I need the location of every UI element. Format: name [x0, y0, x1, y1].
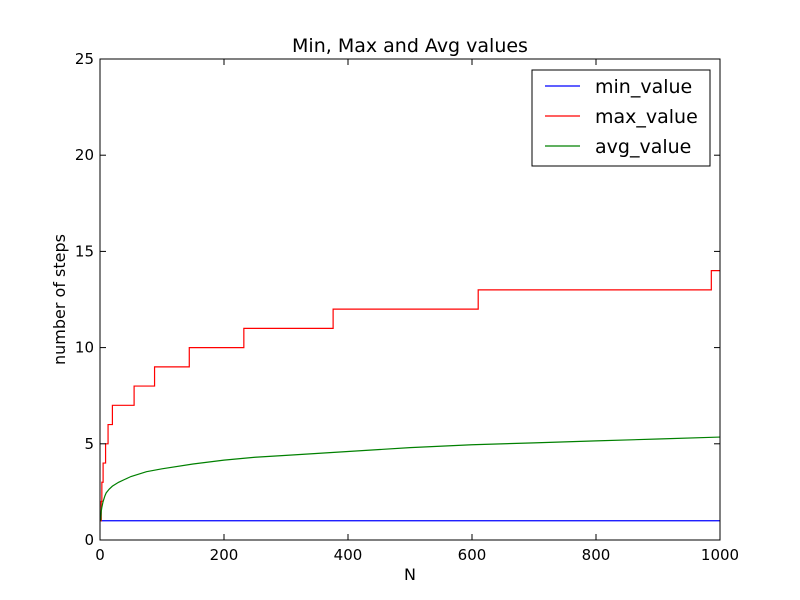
chart-title: Min, Max and Avg values	[292, 35, 528, 57]
y-tick-label: 5	[84, 435, 94, 453]
y-tick-label: 25	[75, 50, 94, 68]
plot-frame	[99, 58, 721, 541]
x-tick-label: 800	[582, 546, 611, 564]
series-layer	[100, 270, 720, 522]
x-axis-label: N	[404, 565, 416, 584]
legend-label: min_value	[595, 76, 692, 98]
y-tick-label: 15	[75, 242, 94, 260]
legend: min_value max_value avg_value	[531, 69, 711, 167]
series-line-avg_value	[100, 436, 720, 521]
x-tick-label: 400	[334, 546, 363, 564]
legend-label: avg_value	[595, 136, 691, 158]
x-tick-label: 200	[210, 546, 239, 564]
x-tick-label: 600	[458, 546, 487, 564]
x-tick-label: 1000	[701, 546, 739, 564]
series-line-max_value	[100, 270, 720, 522]
y-tick-label: 0	[84, 531, 94, 549]
y-tick-label: 20	[75, 146, 94, 164]
ticks-layer: 0 200 400 600 800 1000 0 5 10 15 20 25	[75, 50, 739, 564]
y-tick-label: 10	[75, 339, 94, 357]
legend-label: max_value	[595, 106, 698, 128]
x-tick-label: 0	[95, 546, 105, 564]
y-axis-label: number of steps	[50, 234, 69, 365]
